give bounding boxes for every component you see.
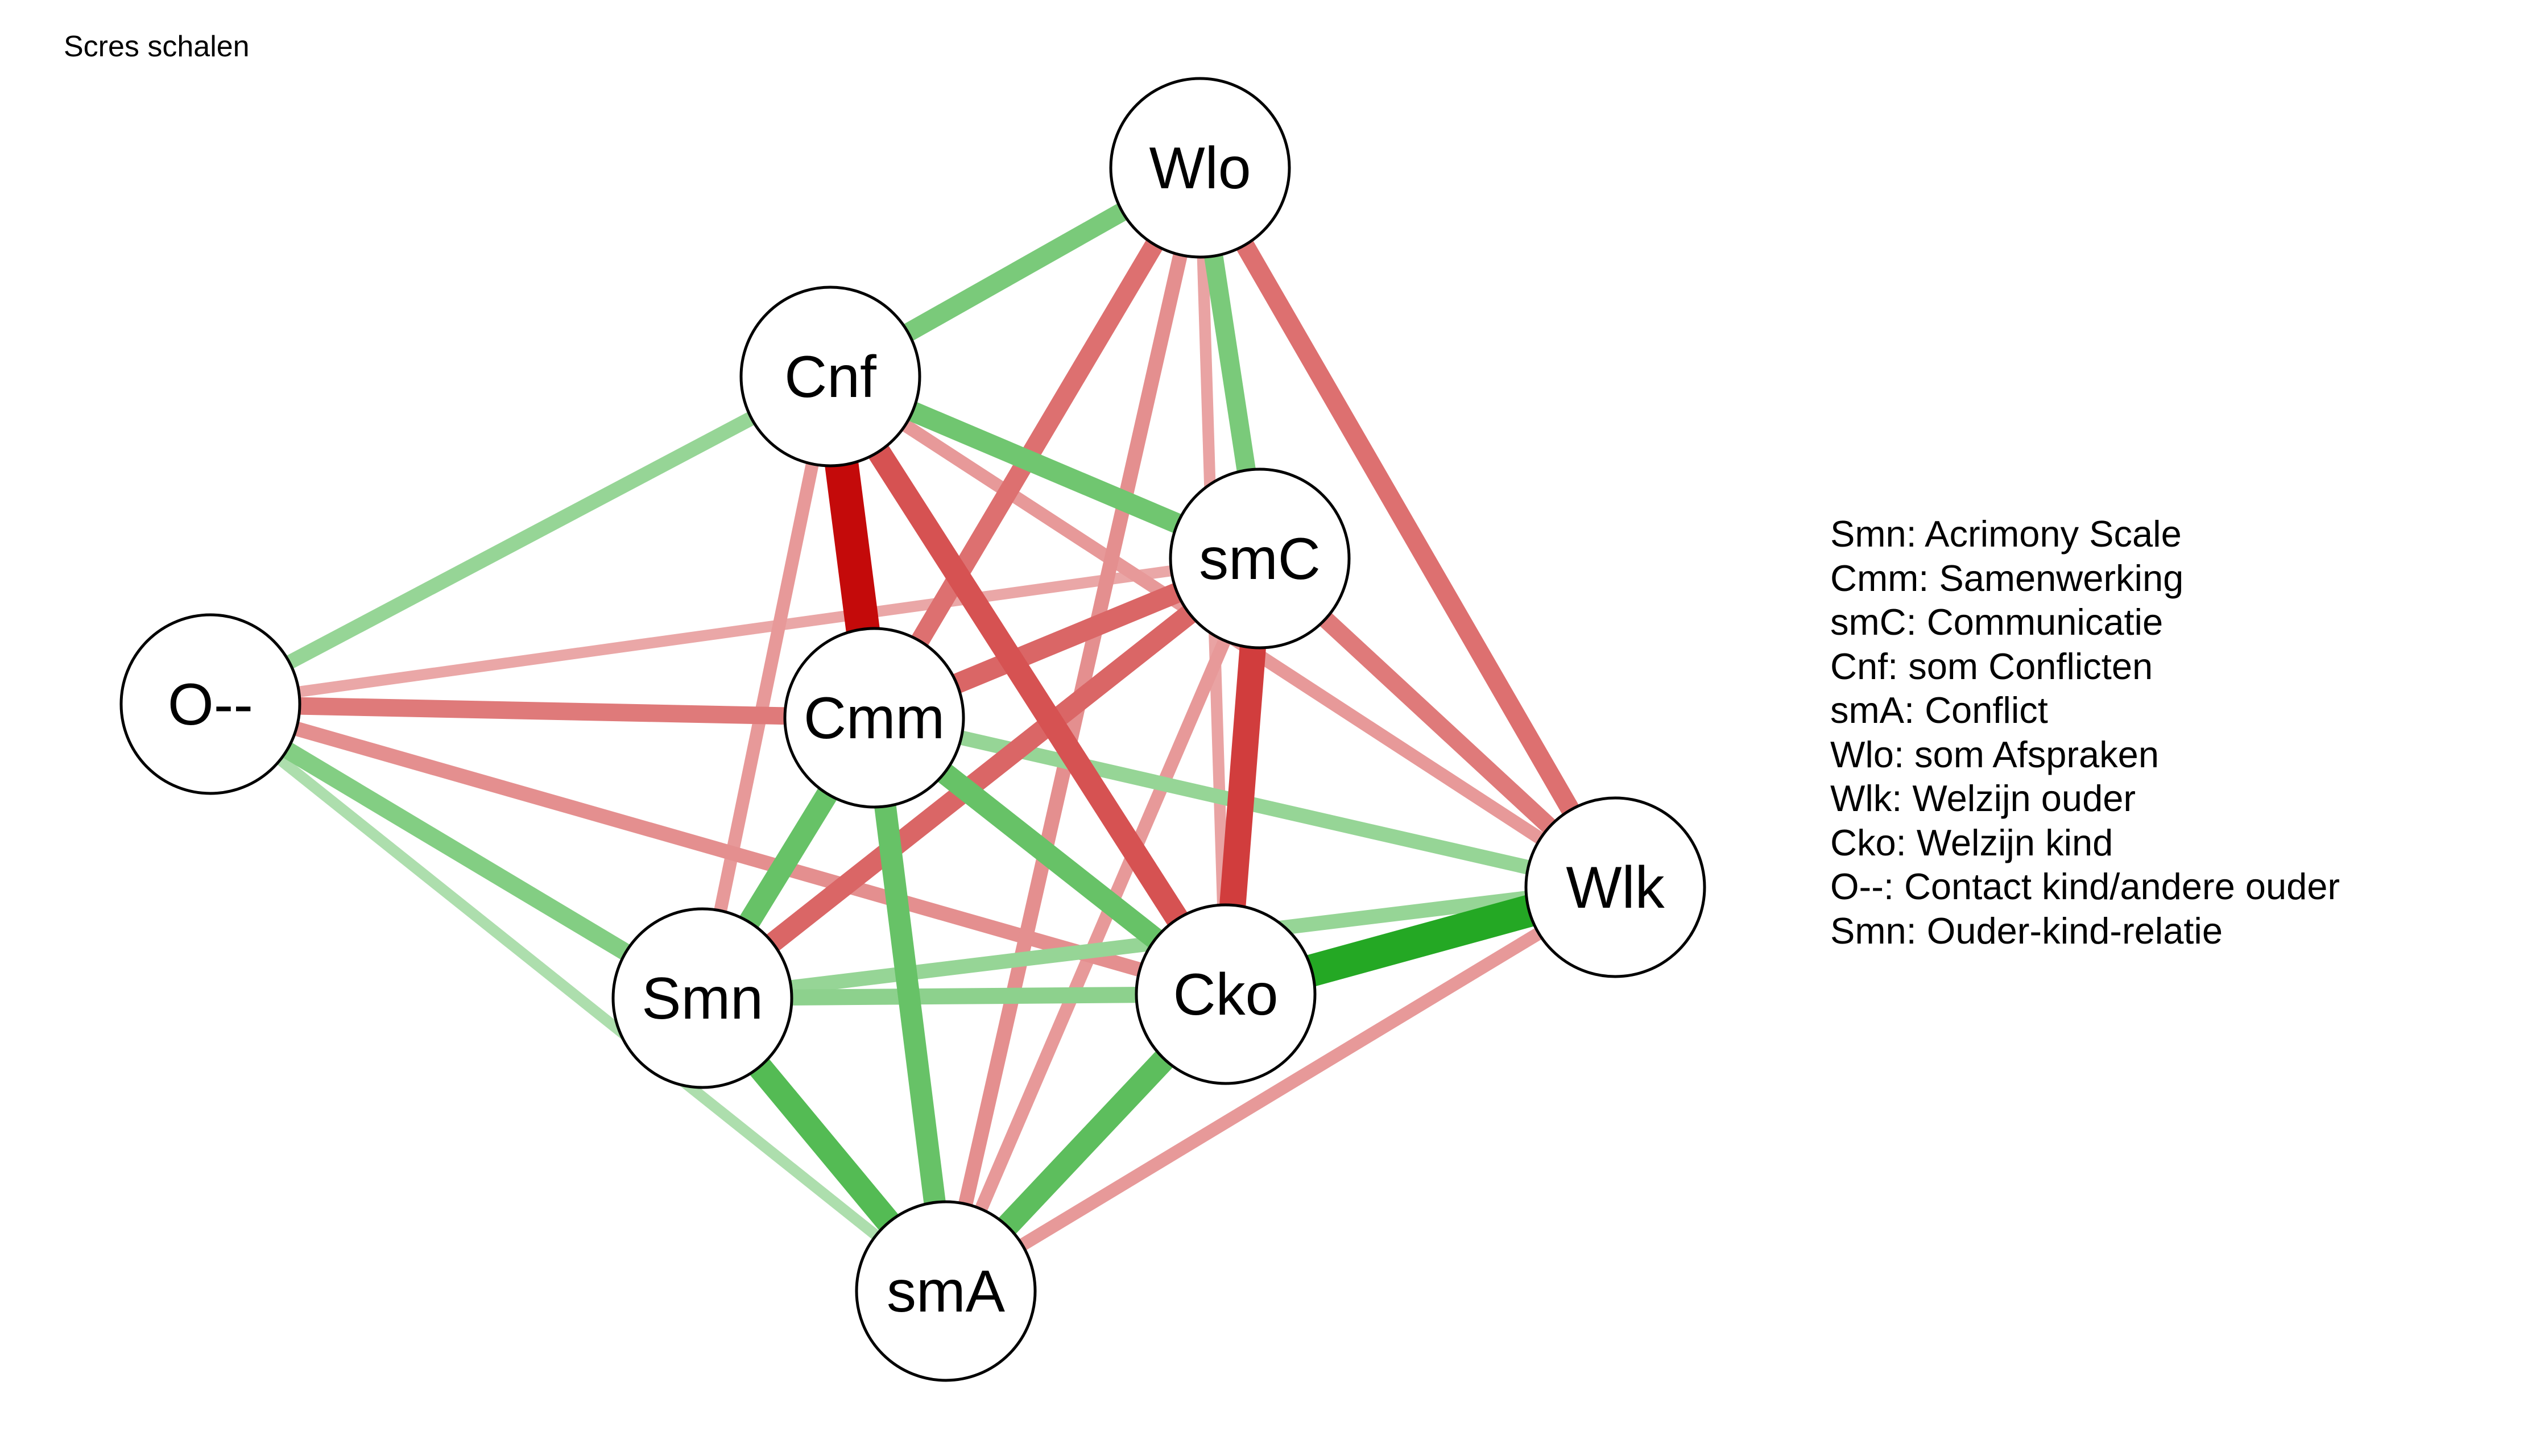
legend-item: Smn: Acrimony Scale: [1830, 513, 2182, 555]
node-circle: [739, 286, 921, 468]
edge-n1-n5: [866, 163, 1209, 723]
node-circle: [1109, 77, 1291, 259]
node-smn: Smn: [611, 907, 793, 1089]
node-sma: smA: [855, 1200, 1037, 1382]
node-wlk: Wlk: [1524, 796, 1706, 978]
legend-item: Cmm: Samenwerking: [1830, 557, 2184, 599]
legend-item: O--: Contact kind/andere ouder: [1830, 866, 2340, 907]
edge-n3-n9: [940, 556, 1266, 1294]
legend-item: Smn: Ouder-kind-relatie: [1830, 909, 2223, 952]
node-o: O--: [119, 613, 301, 795]
node-label: O--: [168, 672, 253, 738]
edge-n9-n6: [942, 882, 1619, 1297]
node-layer: Wlo Cnf smC O-- Cmm Wlk Smn Cko smA: [119, 77, 1706, 1382]
node-circle: [611, 907, 793, 1089]
node-label: Cko: [1173, 962, 1279, 1028]
edge-n4-n3: [209, 553, 1261, 710]
node-circle: [1524, 796, 1706, 978]
node-smc: smC: [1169, 468, 1351, 650]
node-label: smC: [1199, 526, 1321, 592]
node-cnf: Cnf: [739, 286, 921, 468]
node-circle: [1135, 903, 1317, 1085]
legend-item: Wlk: Welzijn ouder: [1830, 777, 2136, 819]
node-label: Cmm: [804, 685, 945, 751]
edge-n2-n8: [820, 370, 1236, 1001]
edge-n4-n8: [208, 697, 1228, 1002]
node-circle: [1169, 468, 1351, 650]
edge-n1-n9: [938, 166, 1207, 1293]
edge-n1-n6: [1192, 163, 1624, 892]
legend-item: Cnf: som Conflicten: [1830, 645, 2153, 687]
node-wlo: Wlo: [1109, 77, 1291, 259]
legend-item: smC: Communicatie: [1830, 601, 2164, 643]
edge-n7-n3: [696, 550, 1267, 1007]
node-label: Wlk: [1566, 855, 1665, 921]
edge-n4-n9: [206, 700, 950, 1296]
node-label: Wlo: [1149, 135, 1251, 201]
node-label: Cnf: [784, 344, 877, 410]
edge-n2-n7: [696, 375, 837, 1000]
node-circle: [119, 613, 301, 795]
legend-item: Cko: Welzijn kind: [1830, 821, 2113, 863]
legend: Smn: Acrimony Scale Cmm: Samenwerking sm…: [1830, 512, 2340, 953]
node-cko: Cko: [1135, 903, 1317, 1085]
edge-n4-n5: [210, 695, 875, 727]
node-cmm: Cmm: [783, 627, 965, 809]
node-circle: [855, 1200, 1037, 1382]
node-circle: [783, 627, 965, 809]
edge-n5-n9: [863, 716, 957, 1293]
node-label: smA: [887, 1259, 1006, 1325]
legend-item: smA: Conflict: [1830, 689, 2048, 731]
edge-n4-n7: [206, 696, 707, 1006]
legend-item: Wlo: som Afspraken: [1830, 733, 2159, 775]
diagram-title: Scres schalen: [64, 30, 250, 63]
edge-n4-n2: [207, 370, 834, 711]
node-label: Smn: [642, 966, 763, 1032]
